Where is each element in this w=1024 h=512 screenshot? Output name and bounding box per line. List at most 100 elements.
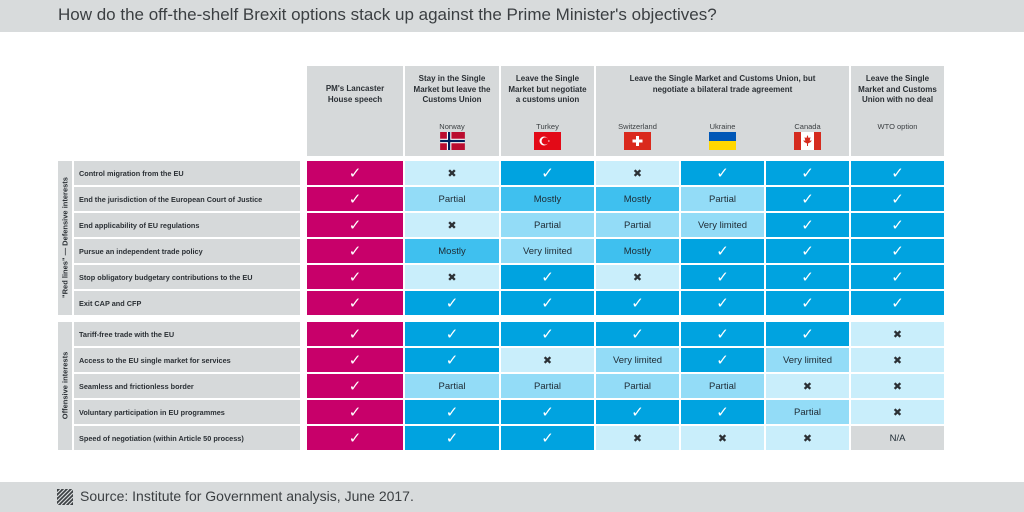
rating-cell: ✓ (681, 161, 764, 185)
check-icon: ✓ (445, 295, 459, 312)
rating-cell: ✓ (766, 265, 849, 289)
rating-cell: ✓ (501, 322, 594, 346)
rating-cell: ✖ (501, 348, 594, 372)
source-note: Source: Institute for Government analysi… (80, 488, 414, 504)
check-icon: ✓ (716, 295, 729, 312)
rating-cell: ✓ (501, 400, 594, 424)
rating-cell: ✓ (307, 400, 403, 424)
rating-cell: ✖ (681, 426, 764, 450)
cross-icon: ✖ (632, 167, 643, 180)
check-icon: ✓ (801, 269, 814, 286)
rating-cell: Mostly (596, 187, 679, 211)
rating-cell: ✓ (307, 239, 403, 263)
rating-cell: ✓ (405, 426, 499, 450)
check-icon: ✓ (716, 326, 729, 343)
check-icon: ✓ (541, 326, 554, 343)
country-label: Switzerland (618, 122, 657, 131)
cross-icon: ✖ (717, 432, 728, 445)
rating-text: N/A (889, 432, 906, 444)
rating-cell: Mostly (501, 187, 594, 211)
rating-cell: Very limited (766, 348, 849, 372)
row-label: Voluntary participation in EU programmes (74, 400, 300, 424)
check-icon: ✓ (348, 352, 362, 369)
rating-cell: ✓ (307, 322, 403, 346)
rating-cell: Very limited (681, 213, 764, 237)
rating-cell: ✓ (766, 161, 849, 185)
group-label-box (58, 322, 72, 450)
cross-icon: ✖ (447, 219, 457, 232)
check-icon: ✓ (631, 295, 644, 312)
row-label: Tariff-free trade with the EU (74, 322, 300, 346)
country-label: WTO option (877, 122, 918, 131)
check-icon: ✓ (801, 243, 814, 260)
rating-cell: ✓ (596, 400, 679, 424)
check-icon: ✓ (716, 243, 729, 260)
check-icon: ✓ (348, 295, 362, 312)
rating-cell: ✓ (405, 348, 499, 372)
rating-cell: ✓ (766, 291, 849, 315)
rating-cell: ✓ (851, 161, 944, 185)
country-label: Ukraine (709, 122, 736, 131)
rating-cell: Partial (766, 400, 849, 424)
cross-icon: ✖ (542, 354, 553, 367)
rating-text: Very limited (697, 219, 748, 231)
rating-cell: N/A (851, 426, 944, 450)
cross-icon: ✖ (892, 328, 903, 341)
row-label: Exit CAP and CFP (74, 291, 300, 315)
check-icon: ✓ (348, 269, 362, 286)
rating-cell: ✓ (851, 187, 944, 211)
rating-cell: ✓ (766, 322, 849, 346)
rating-cell: ✖ (766, 374, 849, 398)
rating-cell: ✓ (596, 291, 679, 315)
rating-cell: ✓ (501, 291, 594, 315)
rating-cell: Partial (681, 374, 764, 398)
rating-text: Mostly (533, 193, 562, 205)
rating-cell: Partial (405, 187, 499, 211)
row-label: Control migration from the EU (74, 161, 300, 185)
check-icon: ✓ (348, 217, 362, 234)
row-label: Access to the EU single market for servi… (74, 348, 300, 372)
cross-icon: ✖ (447, 271, 457, 284)
rating-cell: ✓ (501, 426, 594, 450)
check-icon: ✓ (541, 404, 554, 421)
check-icon: ✓ (891, 191, 904, 208)
rating-cell: ✓ (681, 239, 764, 263)
rating-cell: Partial (501, 213, 594, 237)
check-icon: ✓ (801, 191, 814, 208)
cross-icon: ✖ (632, 271, 643, 284)
country-label: Norway (439, 122, 465, 131)
rating-text: Partial (624, 380, 651, 392)
ukraine-flag-icon (709, 132, 736, 150)
check-icon: ✓ (445, 326, 459, 343)
rating-cell: ✓ (681, 400, 764, 424)
rating-cell: Mostly (596, 239, 679, 263)
rating-cell: ✓ (307, 348, 403, 372)
rating-text: Very limited (612, 354, 663, 366)
rating-cell: ✓ (681, 265, 764, 289)
check-icon: ✓ (348, 430, 362, 447)
rating-text: Partial (438, 380, 466, 392)
rating-cell: ✓ (681, 348, 764, 372)
rating-cell: ✓ (766, 187, 849, 211)
group-label-box (58, 161, 72, 315)
rating-cell: ✖ (851, 374, 944, 398)
cross-icon: ✖ (892, 406, 903, 419)
check-icon: ✓ (541, 430, 554, 447)
rating-cell: Partial (596, 374, 679, 398)
rating-cell: ✓ (851, 265, 944, 289)
row-label: End applicability of EU regulations (74, 213, 300, 237)
rating-cell: ✖ (851, 400, 944, 424)
rating-cell: ✖ (851, 322, 944, 346)
rating-text: Partial (709, 380, 736, 392)
rating-cell: ✖ (596, 161, 679, 185)
rating-text: Very limited (782, 354, 833, 366)
check-icon: ✓ (891, 243, 904, 260)
check-icon: ✓ (348, 378, 362, 395)
rating-cell: ✓ (851, 213, 944, 237)
row-label: Pursue an independent trade policy (74, 239, 300, 263)
group-label: "Red lines" — Defensive interests (60, 177, 70, 298)
check-icon: ✓ (801, 165, 814, 182)
rating-text: Mostly (438, 245, 466, 257)
rating-cell: Partial (405, 374, 499, 398)
check-icon: ✓ (348, 404, 362, 421)
